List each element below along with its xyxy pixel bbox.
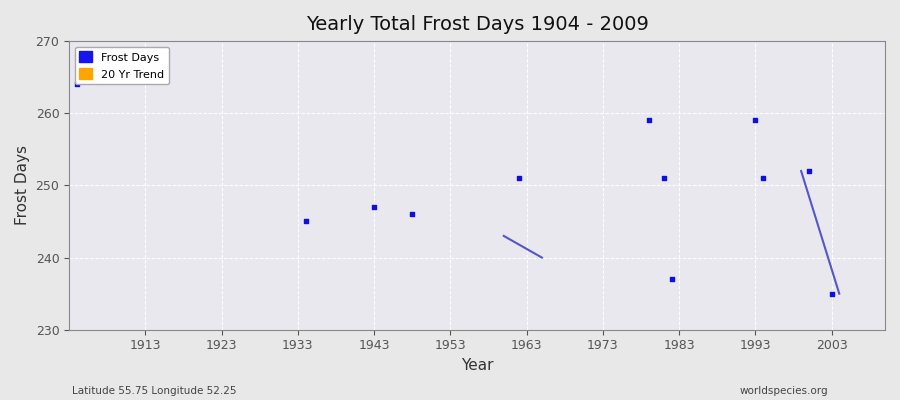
Point	[664, 276, 679, 282]
Point	[642, 117, 656, 124]
Point	[298, 218, 312, 225]
Point	[69, 81, 84, 88]
Point	[512, 175, 526, 182]
Point	[367, 204, 382, 210]
Point	[756, 175, 770, 182]
Point	[77, 74, 92, 80]
X-axis label: Year: Year	[461, 358, 493, 373]
Legend: Frost Days, 20 Yr Trend: Frost Days, 20 Yr Trend	[75, 47, 169, 84]
Point	[824, 290, 839, 297]
Point	[405, 211, 419, 218]
Y-axis label: Frost Days: Frost Days	[15, 146, 30, 226]
Title: Yearly Total Frost Days 1904 - 2009: Yearly Total Frost Days 1904 - 2009	[306, 15, 649, 34]
Point	[802, 168, 816, 174]
Text: Latitude 55.75 Longitude 52.25: Latitude 55.75 Longitude 52.25	[72, 386, 237, 396]
Point	[657, 175, 671, 182]
Point	[748, 117, 762, 124]
Text: worldspecies.org: worldspecies.org	[740, 386, 828, 396]
